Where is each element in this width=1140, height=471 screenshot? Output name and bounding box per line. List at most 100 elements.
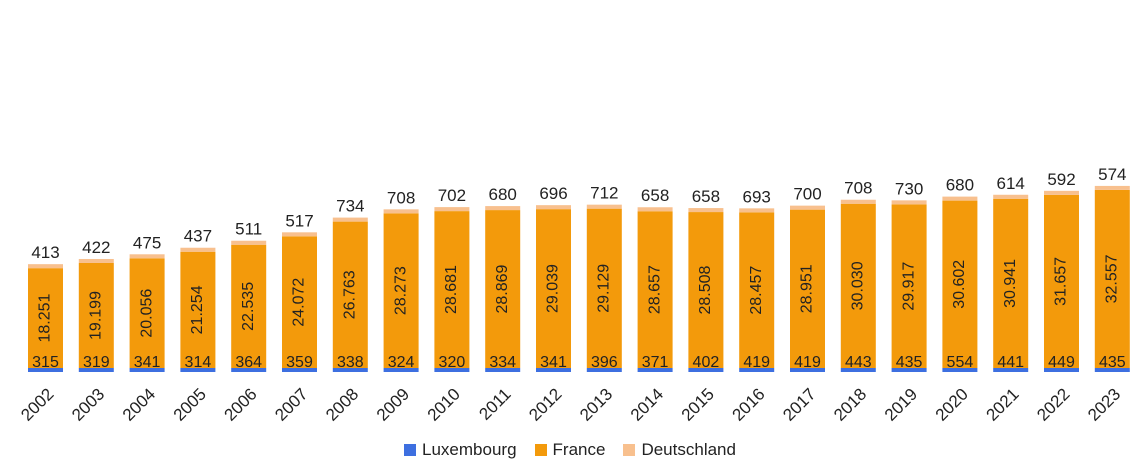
bar-luxembourg-2019 bbox=[891, 368, 927, 372]
bar-deutschland-2022 bbox=[1044, 190, 1079, 195]
label-deutschland-2010: 702 bbox=[438, 186, 466, 205]
bar-france-2015 bbox=[688, 212, 724, 368]
bar-luxembourg-2011 bbox=[485, 368, 521, 372]
legend-swatch-france bbox=[534, 444, 547, 456]
bar-deutschland-2007 bbox=[282, 232, 317, 237]
label-luxembourg-2014: 371 bbox=[642, 354, 669, 371]
bar-deutschland-2019 bbox=[891, 200, 927, 205]
x-tick-label-2009: 2009 bbox=[373, 385, 413, 425]
bar-deutschland-2020 bbox=[942, 196, 978, 201]
legend-item-luxembourg: Luxembourg bbox=[404, 440, 517, 460]
bar-deutschland-2017 bbox=[790, 205, 825, 210]
bar-luxembourg-2012 bbox=[536, 368, 571, 372]
label-deutschland-2004: 475 bbox=[133, 233, 161, 252]
bar-deutschland-2014 bbox=[637, 207, 673, 212]
bar-deutschland-2012 bbox=[536, 205, 571, 210]
bar-deutschland-2002 bbox=[28, 264, 63, 269]
bar-deutschland-2004 bbox=[129, 254, 165, 259]
bar-france-2016 bbox=[739, 212, 775, 368]
label-france-2016: 28.457 bbox=[748, 266, 765, 315]
bar-luxembourg-2016 bbox=[739, 368, 775, 372]
bar-deutschland-2003 bbox=[78, 258, 114, 263]
label-deutschland-2014: 658 bbox=[641, 186, 669, 205]
bar-france-2014 bbox=[637, 211, 673, 368]
label-france-2011: 28.869 bbox=[494, 264, 511, 313]
label-luxembourg-2015: 402 bbox=[693, 354, 720, 371]
label-deutschland-2007: 517 bbox=[285, 211, 313, 230]
bar-france-2009 bbox=[383, 213, 419, 368]
label-luxembourg-2016: 419 bbox=[743, 354, 770, 371]
x-tick-label-2010: 2010 bbox=[424, 385, 464, 425]
label-luxembourg-2008: 338 bbox=[337, 354, 364, 371]
label-luxembourg-2011: 334 bbox=[489, 354, 516, 371]
label-france-2014: 28.657 bbox=[646, 265, 663, 314]
x-tick-label-2007: 2007 bbox=[271, 385, 311, 425]
label-luxembourg-2009: 324 bbox=[388, 354, 415, 371]
x-tick-label-2014: 2014 bbox=[627, 385, 667, 425]
label-deutschland-2009: 708 bbox=[387, 188, 415, 207]
bar-france-2004 bbox=[129, 258, 165, 368]
x-tick-label-2020: 2020 bbox=[932, 385, 972, 425]
legend: Luxembourg France Deutschland bbox=[0, 440, 1140, 460]
bar-luxembourg-2015 bbox=[688, 368, 724, 372]
bar-deutschland-2013 bbox=[586, 204, 622, 209]
bar-france-2003 bbox=[78, 262, 114, 368]
x-tick-label-2006: 2006 bbox=[221, 385, 261, 425]
label-deutschland-2008: 734 bbox=[336, 197, 364, 216]
bar-luxembourg-2013 bbox=[586, 368, 622, 372]
bar-luxembourg-2005 bbox=[180, 368, 216, 372]
label-deutschland-2019: 730 bbox=[895, 179, 923, 198]
label-luxembourg-2021: 441 bbox=[997, 354, 1024, 371]
x-tick-label-2013: 2013 bbox=[576, 385, 616, 425]
label-france-2018: 30.030 bbox=[850, 261, 867, 310]
label-france-2012: 29.039 bbox=[545, 264, 562, 313]
label-luxembourg-2005: 314 bbox=[185, 354, 212, 371]
label-deutschland-2013: 712 bbox=[590, 184, 618, 203]
label-luxembourg-2002: 315 bbox=[32, 354, 59, 371]
x-tick-label-2005: 2005 bbox=[170, 385, 210, 425]
label-france-2013: 29.129 bbox=[596, 264, 613, 313]
x-tick-label-2015: 2015 bbox=[678, 385, 718, 425]
label-france-2010: 28.681 bbox=[443, 265, 460, 314]
bar-deutschland-2023 bbox=[1094, 185, 1130, 190]
bar-luxembourg-2010 bbox=[434, 368, 470, 372]
x-tick-label-2002: 2002 bbox=[17, 385, 57, 425]
x-tick-label-2021: 2021 bbox=[983, 385, 1023, 425]
label-deutschland-2002: 413 bbox=[31, 243, 59, 262]
label-france-2003: 19.199 bbox=[88, 291, 105, 340]
bar-deutschland-2005 bbox=[180, 247, 216, 252]
legend-item-france: France bbox=[534, 440, 605, 460]
x-tick-label-2022: 2022 bbox=[1033, 385, 1073, 425]
bar-deutschland-2011 bbox=[485, 206, 521, 211]
label-deutschland-2017: 700 bbox=[793, 185, 821, 204]
x-tick-label-2016: 2016 bbox=[729, 385, 769, 425]
bar-deutschland-2010 bbox=[434, 207, 470, 212]
bar-luxembourg-2007 bbox=[282, 368, 317, 372]
label-luxembourg-2004: 341 bbox=[134, 354, 161, 371]
x-tick-label-2017: 2017 bbox=[779, 385, 819, 425]
label-luxembourg-2022: 449 bbox=[1048, 354, 1075, 371]
bar-france-2021 bbox=[993, 198, 1029, 368]
label-france-2009: 28.273 bbox=[392, 266, 409, 315]
bar-deutschland-2021 bbox=[993, 194, 1029, 199]
label-deutschland-2022: 592 bbox=[1047, 170, 1075, 189]
label-france-2017: 28.951 bbox=[799, 264, 816, 313]
label-france-2002: 18.251 bbox=[37, 294, 54, 343]
x-tick-label-2019: 2019 bbox=[881, 385, 921, 425]
label-luxembourg-2007: 359 bbox=[286, 354, 313, 371]
bar-france-2007 bbox=[282, 236, 317, 368]
x-tick-label-2012: 2012 bbox=[525, 385, 565, 425]
bar-france-2022 bbox=[1044, 194, 1079, 368]
x-tick-label-2008: 2008 bbox=[322, 385, 362, 425]
legend-label-luxembourg: Luxembourg bbox=[422, 440, 517, 459]
bar-luxembourg-2023 bbox=[1094, 368, 1130, 372]
bar-france-2019 bbox=[891, 204, 927, 368]
x-tick-label-2018: 2018 bbox=[830, 385, 870, 425]
legend-swatch-luxembourg bbox=[404, 444, 417, 456]
label-france-2023: 32.557 bbox=[1104, 254, 1121, 303]
bar-france-2012 bbox=[536, 209, 571, 368]
label-luxembourg-2020: 554 bbox=[947, 354, 974, 371]
bar-luxembourg-2014 bbox=[637, 368, 673, 372]
bar-deutschland-2016 bbox=[739, 208, 775, 213]
